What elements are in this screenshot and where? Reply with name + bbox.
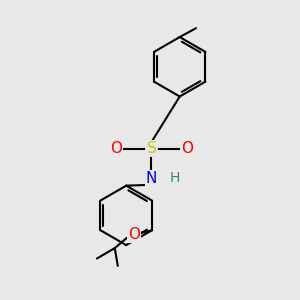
Text: O: O: [181, 141, 193, 156]
Text: H: H: [170, 171, 181, 185]
Text: N: N: [146, 171, 157, 186]
Text: S: S: [147, 141, 156, 156]
Text: O: O: [110, 141, 122, 156]
Text: O: O: [128, 227, 140, 242]
